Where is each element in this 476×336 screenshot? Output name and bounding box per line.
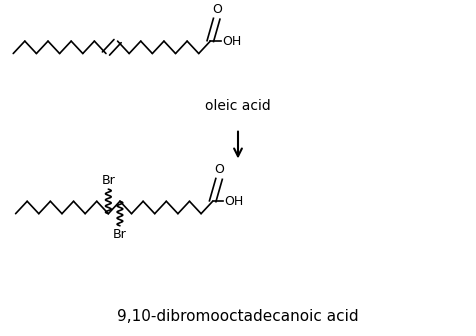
Text: O: O	[214, 163, 224, 176]
Text: 9,10-dibromooctadecanoic acid: 9,10-dibromooctadecanoic acid	[117, 309, 359, 324]
Text: O: O	[212, 3, 222, 16]
Text: OH: OH	[222, 35, 241, 48]
Text: Br: Br	[113, 228, 127, 241]
Text: Br: Br	[101, 174, 115, 186]
Text: OH: OH	[225, 195, 244, 208]
Text: oleic acid: oleic acid	[205, 99, 271, 113]
